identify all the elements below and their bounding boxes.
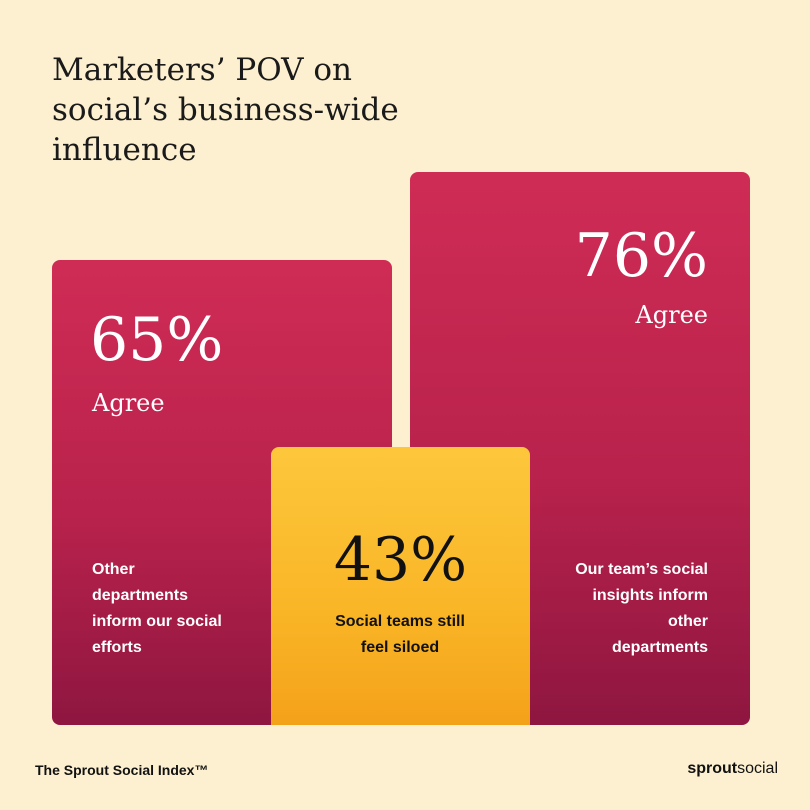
stat-description: Social teams still feel siloed	[335, 613, 465, 656]
brand-text: social	[737, 760, 778, 777]
brand: sproutsocial	[687, 760, 778, 778]
stat-value: 65%	[90, 305, 224, 375]
stat-description: Our team’s social insights inform other …	[575, 561, 708, 656]
title: Marketers’ POV on social’s business-wide…	[52, 52, 399, 168]
card	[271, 447, 530, 725]
stat-value: 43%	[333, 525, 468, 595]
stat-description: Other departments inform our social effo…	[92, 561, 222, 656]
brand-bold: sprout	[687, 760, 738, 777]
stat-value: 76%	[574, 221, 708, 291]
source: The Sprout Social Index™	[35, 762, 209, 778]
stat-label: Agree	[92, 389, 165, 417]
stat-label: Agree	[635, 301, 708, 329]
